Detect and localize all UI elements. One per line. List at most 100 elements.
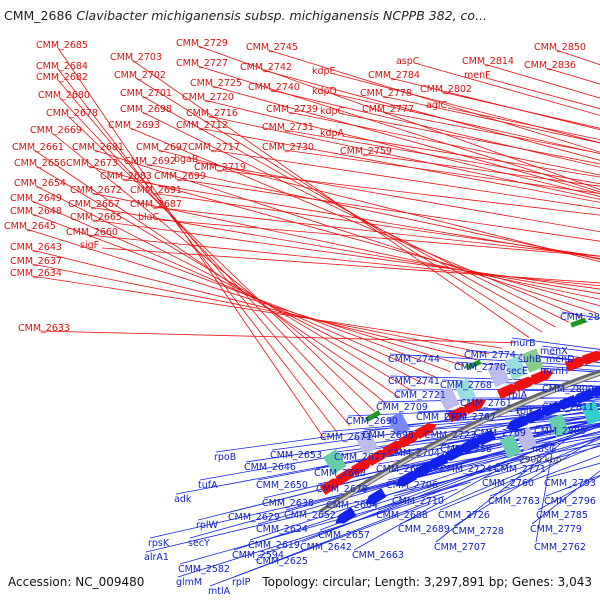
forward-gene-label[interactable]: CMM_2778: [360, 88, 412, 99]
reverse-gene-label[interactable]: glmM: [176, 577, 202, 588]
reverse-gene-label[interactable]: secY: [188, 538, 210, 549]
reverse-gene-label[interactable]: CMM_2690: [346, 416, 398, 427]
reverse-gene-arrow[interactable]: [426, 453, 449, 470]
reverse-gene-label[interactable]: CMM_2761: [460, 398, 512, 409]
forward-gene-label[interactable]: CMM_2678: [46, 108, 98, 119]
forward-gene-label[interactable]: CMM_2683: [100, 171, 152, 182]
reverse-gene-label[interactable]: CMM_2642: [300, 542, 352, 553]
reverse-gene-arrow[interactable]: [335, 507, 357, 524]
forward-gene-label[interactable]: CMM_2699: [154, 171, 206, 182]
forward-gene-label[interactable]: CMM_2645: [4, 221, 56, 232]
forward-gene-label[interactable]: CMM_2698: [120, 104, 172, 115]
reverse-gene-arrow[interactable]: [395, 470, 418, 487]
rna-mark[interactable]: [364, 410, 381, 423]
reverse-gene-label[interactable]: CMM_2800: [534, 426, 586, 437]
forward-gene-label[interactable]: CMM_2672: [70, 185, 122, 196]
reverse-gene-label[interactable]: CMM_2677: [334, 452, 386, 463]
rna-mark[interactable]: [465, 359, 482, 371]
reverse-gene-label[interactable]: nusG: [532, 444, 556, 455]
forward-gene-label[interactable]: CMM_2759: [340, 146, 392, 157]
forward-gene-label[interactable]: menF: [464, 70, 491, 81]
reverse-gene-label[interactable]: CMM_2769: [474, 428, 526, 439]
forward-gene-label[interactable]: CMM_2717: [188, 142, 240, 153]
forward-function-block[interactable]: [453, 378, 476, 403]
forward-gene-label[interactable]: CMM_2719: [194, 162, 246, 173]
forward-gene-label[interactable]: CMM_2685: [36, 40, 88, 51]
reverse-gene-label[interactable]: CMM_2760: [482, 478, 534, 489]
reverse-gene-label[interactable]: rplK: [516, 406, 536, 417]
forward-gene-arrow[interactable]: [398, 431, 421, 448]
reverse-gene-label[interactable]: CMM_2679: [316, 484, 368, 495]
forward-gene-label[interactable]: CMM_2680: [38, 90, 90, 101]
forward-function-block[interactable]: [521, 348, 544, 373]
reverse-gene-arrow[interactable]: [571, 388, 594, 404]
reverse-gene-label[interactable]: alrA1: [144, 552, 169, 563]
reverse-gene-label[interactable]: rpoB: [214, 452, 236, 463]
forward-gene-label[interactable]: CMM_2701: [120, 88, 172, 99]
forward-gene-label[interactable]: CMM_2814: [462, 56, 514, 67]
reverse-gene-label[interactable]: CMM_2819: [560, 312, 600, 323]
reverse-function-block[interactable]: [548, 413, 570, 438]
forward-gene-arrow[interactable]: [463, 398, 487, 415]
forward-gene-label[interactable]: CMM_2745: [246, 42, 298, 53]
forward-gene-label[interactable]: CMM_2656: [14, 158, 66, 169]
gene-features[interactable]: [319, 249, 600, 524]
forward-gene-label[interactable]: CMM_2729: [176, 38, 228, 49]
reverse-gene-label[interactable]: CMM_2664: [326, 500, 378, 511]
forward-gene-arrow[interactable]: [447, 406, 470, 423]
reverse-gene-label[interactable]: CMM_2762: [534, 542, 586, 553]
forward-gene-label[interactable]: CMM_2727: [176, 58, 228, 69]
reverse-gene-arrow[interactable]: [538, 401, 561, 417]
forward-gene-label[interactable]: aspC: [396, 56, 420, 67]
reverse-gene-label[interactable]: CMM_2721: [394, 390, 446, 401]
reverse-gene-label[interactable]: CMM_2695: [362, 430, 414, 441]
forward-gene-label[interactable]: CMM_2712: [176, 120, 228, 131]
forward-gene-label[interactable]: CMM_2850: [534, 42, 586, 53]
forward-gene-label[interactable]: CMM_2643: [10, 242, 62, 253]
reverse-gene-label[interactable]: CMM_2726: [438, 510, 490, 521]
reverse-gene-label[interactable]: CMM_2779: [530, 524, 582, 535]
reverse-gene-label[interactable]: CMM_2625: [256, 556, 308, 567]
reverse-gene-arrow[interactable]: [555, 395, 578, 410]
forward-gene-label[interactable]: CMM_2716: [186, 108, 238, 119]
reverse-gene-label[interactable]: suhB: [518, 354, 542, 365]
forward-gene-label[interactable]: CMM_2660: [66, 227, 118, 238]
forward-gene-label[interactable]: CMM_2633: [18, 323, 70, 334]
reverse-gene-label[interactable]: CMM_2728: [452, 526, 504, 537]
reverse-gene-label[interactable]: murB: [510, 338, 536, 349]
forward-gene-label[interactable]: CMM_2703: [110, 52, 162, 63]
reverse-gene-label[interactable]: CMM_2811: [542, 402, 594, 413]
reverse-gene-label[interactable]: CMM_2706: [386, 480, 438, 491]
forward-gene-label[interactable]: CMM_2742: [240, 62, 292, 73]
reverse-gene-label[interactable]: menH: [540, 366, 568, 377]
forward-gene-label[interactable]: CMM_2648: [10, 206, 62, 217]
forward-gene-arrow[interactable]: [414, 423, 437, 440]
reverse-gene-label[interactable]: CMM_2744: [388, 354, 440, 365]
forward-gene-label[interactable]: CMM_2649: [10, 193, 62, 204]
forward-gene-label[interactable]: CMM_2654: [14, 178, 66, 189]
reverse-gene-label[interactable]: rpsK: [148, 538, 170, 549]
forward-gene-arrow[interactable]: [350, 459, 373, 476]
forward-gene-label[interactable]: CMM_2740: [248, 82, 300, 93]
reverse-gene-label[interactable]: CMM_2774: [464, 350, 516, 361]
forward-gene-label[interactable]: CMM_2739: [266, 104, 318, 115]
forward-gene-arrow[interactable]: [564, 356, 588, 372]
forward-gene-label[interactable]: blaC: [138, 212, 159, 223]
reverse-gene-label[interactable]: mtlA: [208, 586, 231, 597]
forward-gene-label[interactable]: CMM_2802: [420, 84, 472, 95]
forward-gene-label[interactable]: CMM_2661: [12, 142, 64, 153]
forward-gene-label[interactable]: CMM_2725: [190, 78, 242, 89]
forward-gene-label[interactable]: CMM_2637: [10, 256, 62, 267]
reverse-gene-label[interactable]: rplW: [196, 520, 219, 531]
forward-gene-label[interactable]: CMM_2777: [362, 104, 414, 115]
forward-gene-arrow[interactable]: [496, 383, 520, 400]
reverse-gene-label[interactable]: CMM_2624: [256, 524, 308, 535]
reverse-gene-label[interactable]: CMM_2652: [284, 510, 336, 521]
forward-gene-label[interactable]: aglC: [426, 100, 447, 111]
forward-function-block[interactable]: [387, 411, 411, 437]
reverse-gene-label[interactable]: CMM_2768: [440, 380, 492, 391]
reverse-gene-label[interactable]: CMM_2689: [398, 524, 450, 535]
forward-gene-label[interactable]: CMM_2665: [70, 212, 122, 223]
forward-gene-label[interactable]: CMM_2684: [36, 61, 88, 72]
